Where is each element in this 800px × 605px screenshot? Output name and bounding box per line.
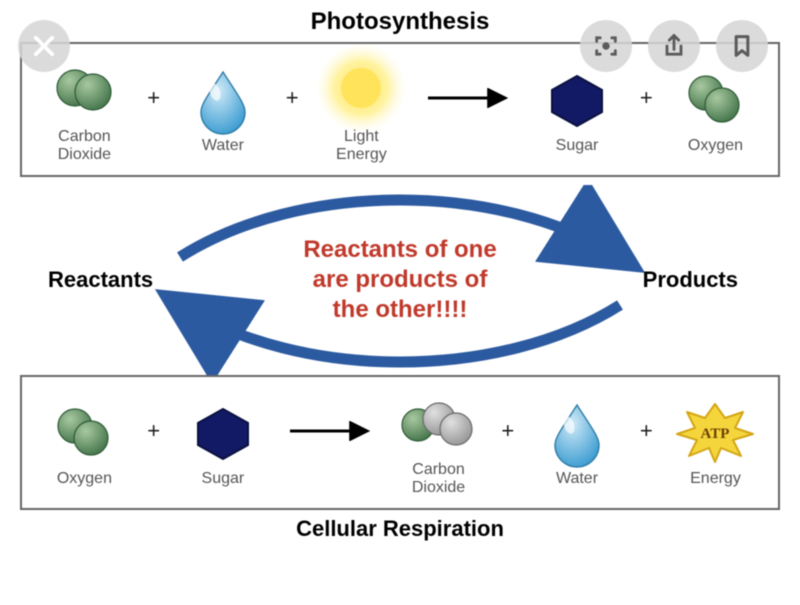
plus-operator: + — [495, 418, 520, 444]
co2-label: CarbonDioxide — [58, 128, 111, 165]
water-label: Water — [202, 137, 244, 155]
water-icon — [184, 69, 262, 129]
light-label: LightEnergy — [336, 128, 387, 165]
atp-label: Energy — [690, 470, 741, 488]
sugar-icon — [184, 402, 262, 462]
co2b-label: CarbonDioxide — [412, 461, 465, 498]
bottom-title: Cellular Respiration — [0, 516, 800, 542]
light-icon — [322, 60, 400, 120]
oxygen-item: Oxygen — [44, 402, 124, 488]
close-icon[interactable] — [18, 20, 70, 72]
plus-operator: + — [141, 418, 166, 444]
plus-operator: + — [280, 85, 305, 111]
water-item: Water — [537, 402, 617, 488]
respiration-equation: Oxygen + Sugar CarbonDioxide + Water + ATP … — [20, 375, 780, 510]
sugar-icon — [538, 69, 616, 129]
atp-icon: ATP — [676, 402, 754, 462]
oxygen-icon — [45, 402, 123, 462]
atp-item: ATP Energy — [675, 402, 755, 488]
water-icon — [538, 402, 616, 462]
lens-icon[interactable] — [580, 20, 632, 72]
plus-operator: + — [141, 85, 166, 111]
co2b-item: CarbonDioxide — [399, 393, 479, 498]
sugar-label: Sugar — [556, 137, 599, 155]
reactants-label: Reactants — [48, 267, 153, 293]
cycle-text: Reactants of one are products of the oth… — [303, 235, 496, 325]
water-label: Water — [556, 470, 598, 488]
svg-text:ATP: ATP — [701, 426, 730, 442]
plus-operator: + — [634, 85, 659, 111]
products-label: Products — [643, 267, 738, 293]
share-icon[interactable] — [648, 20, 700, 72]
oxygen-item: Oxygen — [675, 69, 755, 155]
sugar-item: Sugar — [537, 69, 617, 155]
co2b-icon — [400, 393, 478, 453]
cycle-region: Reactants Products Reactants of one are … — [0, 185, 800, 375]
bookmark-icon[interactable] — [716, 20, 768, 72]
plus-operator: + — [634, 418, 659, 444]
oxygen-label: Oxygen — [57, 470, 112, 488]
oxygen-icon — [676, 69, 754, 129]
light-item: LightEnergy — [321, 60, 401, 165]
oxygen-label: Oxygen — [688, 137, 743, 155]
water-item: Water — [183, 69, 263, 155]
co2-icon — [45, 60, 123, 120]
arrow-right-icon — [280, 421, 382, 441]
co2-item: CarbonDioxide — [44, 60, 124, 165]
sugar-label: Sugar — [202, 470, 245, 488]
sugar-item: Sugar — [183, 402, 263, 488]
arrow-right-icon — [418, 88, 520, 108]
